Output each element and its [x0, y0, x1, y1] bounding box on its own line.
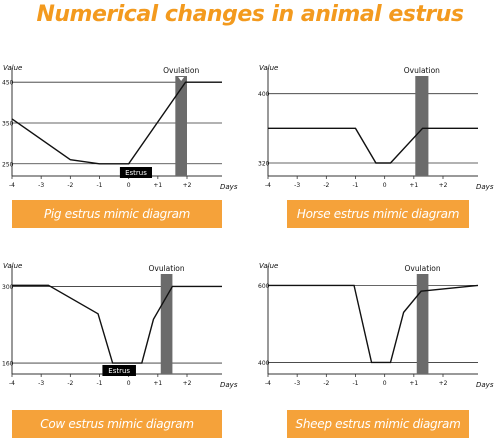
- x-tick-label: -3: [38, 380, 44, 387]
- x-axis-label: Days: [220, 381, 238, 389]
- y-tick-label: 450: [2, 80, 14, 87]
- x-tick-label: -2: [323, 380, 329, 387]
- cow-chart-caption: Cow estrus mimic diagram: [12, 410, 222, 438]
- y-axis-label: Value: [3, 262, 22, 270]
- y-axis-label: Value: [259, 64, 278, 72]
- x-tick-label: -4: [265, 380, 271, 387]
- y-axis-label: Value: [3, 64, 22, 72]
- y-tick-label: 600: [258, 283, 270, 290]
- y-tick-label: 300: [2, 284, 14, 291]
- x-tick-label: -1: [353, 182, 359, 189]
- series-line: [268, 284, 479, 364]
- ovulation-label: Ovulation: [163, 66, 199, 75]
- x-tick-label: -3: [38, 182, 44, 189]
- ovulation-label: Ovulation: [405, 264, 441, 273]
- sheep-chart-panel: 600 400 -4 -3 -2 -1 0 +1 +2 Value Days Ovulation: [258, 260, 498, 420]
- x-axis-label: Days: [476, 183, 494, 191]
- page-title: Numerical changes in animal estrus: [36, 2, 464, 27]
- ovulation-band: [416, 274, 429, 374]
- y-tick-label: 320: [258, 161, 270, 168]
- horse-chart-panel: 400 320 -4 -3 -2 -1 0 +1 +2 Value Days Ovulation: [258, 62, 498, 222]
- ovulation-band: [175, 76, 187, 176]
- pig-chart: 450 350 250 -4 -3 -2 -1 0 +1 +2 Value Days Ovulation…: [2, 64, 238, 191]
- y-axis-label: Value: [259, 262, 278, 270]
- x-tick-label: -2: [67, 380, 73, 387]
- estrus-box: [102, 365, 136, 376]
- estrus-label: Estrus: [125, 169, 147, 177]
- y-tick-label: 350: [2, 120, 14, 127]
- y-tick-label: 250: [2, 161, 14, 168]
- x-tick-label: +2: [439, 182, 448, 189]
- x-tick-label: -2: [323, 182, 329, 189]
- x-tick-label: -3: [294, 380, 300, 387]
- ovulation-label: Ovulation: [404, 66, 440, 75]
- series-line: [11, 81, 222, 165]
- ovulation-marker: [178, 77, 185, 81]
- x-tick-label: +1: [409, 182, 418, 189]
- x-tick-label: -1: [97, 182, 103, 189]
- x-tick-label: -1: [97, 380, 103, 387]
- x-tick-label: +1: [153, 380, 162, 387]
- series-line: [12, 284, 222, 364]
- y-tick-label: 160: [2, 361, 14, 368]
- x-tick-label: +1: [153, 182, 162, 189]
- x-axis-label: Days: [220, 183, 238, 191]
- sheep-chart-caption: Sheep estrus mimic diagram: [287, 410, 469, 438]
- cow-chart: 300 160 -4 -3 -2 -1 0 +1 +2 Value Days Ovulation Est…: [2, 262, 238, 389]
- x-tick-label: 0: [383, 380, 387, 387]
- ovulation-band: [415, 76, 429, 176]
- x-tick-label: -4: [9, 182, 15, 189]
- horse-chart: 400 320 -4 -3 -2 -1 0 +1 +2 Value Days Ovulation: [258, 64, 494, 191]
- x-tick-label: +2: [439, 380, 448, 387]
- x-tick-label: 0: [127, 182, 131, 189]
- x-tick-label: -4: [265, 182, 271, 189]
- pig-chart-caption: Pig estrus mimic diagram: [12, 200, 222, 228]
- sheep-chart: 600 400 -4 -3 -2 -1 0 +1 +2 Value Days Ovulation: [258, 262, 494, 389]
- x-tick-label: -3: [294, 182, 300, 189]
- horse-chart-caption: Horse estrus mimic diagram: [287, 200, 469, 228]
- x-axis-label: Days: [476, 381, 494, 389]
- x-tick-label: +2: [183, 380, 192, 387]
- x-tick-label: +1: [409, 380, 418, 387]
- x-tick-label: +2: [183, 182, 192, 189]
- series-line: [268, 127, 478, 164]
- x-tick-label: 0: [127, 380, 131, 387]
- ovulation-label: Ovulation: [149, 264, 185, 273]
- x-tick-label: -1: [353, 380, 359, 387]
- cow-chart-panel: 300 160 -4 -3 -2 -1 0 +1 +2 Value Days Ovulation Est…: [2, 260, 242, 420]
- x-tick-label: 0: [383, 182, 387, 189]
- pig-chart-panel: 450 350 250 -4 -3 -2 -1 0 +1 +2 Value Days Ovulation…: [2, 62, 242, 222]
- ovulation-band: [160, 274, 173, 374]
- y-tick-label: 400: [258, 91, 270, 98]
- estrus-box: [119, 167, 152, 178]
- x-tick-label: -4: [9, 380, 15, 387]
- y-tick-label: 400: [258, 360, 270, 367]
- x-tick-label: -2: [67, 182, 73, 189]
- estrus-label: Estrus: [108, 367, 130, 375]
